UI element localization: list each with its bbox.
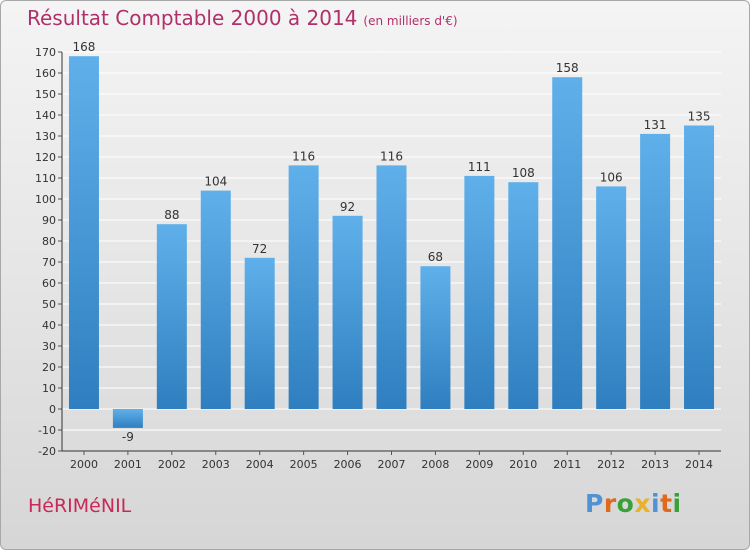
y-tick-label: 90 [42,214,56,227]
y-tick-label: 0 [49,403,56,416]
y-tick-label: 40 [42,319,56,332]
bar [640,133,671,409]
x-tick-label: 2004 [246,458,274,471]
bar [332,215,363,409]
y-tick-label: 160 [35,67,56,80]
y-tick-label: 80 [42,235,56,248]
data-label: 108 [512,166,535,180]
y-tick-label: 120 [35,151,56,164]
bar [684,125,715,409]
x-tick-label: 2011 [553,458,581,471]
y-tick-label: 130 [35,130,56,143]
data-label: 158 [556,61,579,75]
x-tick-label: 2000 [70,458,98,471]
bar [596,186,627,409]
bar [552,77,583,409]
data-label: -9 [122,430,134,444]
logo-letter: o [616,489,635,518]
x-tick-label: 2005 [290,458,318,471]
data-label: 104 [204,175,227,189]
y-tick-label: 30 [42,340,56,353]
y-tick-label: 60 [42,277,56,290]
chart-title-block: Résultat Comptable 2000 à 2014 (en millie… [27,6,458,30]
data-label: 92 [340,200,355,214]
data-label: 168 [73,40,96,54]
x-tick-label: 2001 [114,458,142,471]
x-tick-label: 2014 [685,458,713,471]
y-tick-label: 70 [42,256,56,269]
x-tick-label: 2006 [334,458,362,471]
logo-letter: r [603,489,617,518]
y-tick-label: -10 [38,424,56,437]
data-label: 72 [252,242,267,256]
x-tick-label: 2009 [465,458,493,471]
logo-letter: i [651,489,661,518]
data-label: 135 [688,110,711,124]
proxiti-logo: Proxiti [585,489,682,518]
x-tick-label: 2008 [421,458,449,471]
x-tick-label: 2007 [378,458,406,471]
bar [112,409,143,428]
logo-letter: x [634,489,651,518]
y-tick-label: -20 [38,445,56,458]
data-label: 116 [292,149,315,163]
chart-title: Résultat Comptable 2000 à 2014 [27,6,358,30]
x-tick-label: 2012 [597,458,625,471]
logo-letter: P [585,489,604,518]
logo-letter: i [672,489,682,518]
bar [376,165,407,409]
y-tick-label: 20 [42,361,56,374]
bar [244,257,275,409]
data-label: 116 [380,149,403,163]
data-label: 106 [600,170,623,184]
bar [200,190,231,409]
y-tick-label: 10 [42,382,56,395]
town-name: HéRIMéNIL [28,495,132,517]
y-tick-label: 170 [35,46,56,59]
x-tick-label: 2013 [641,458,669,471]
y-tick-label: 100 [35,193,56,206]
y-tick-label: 50 [42,298,56,311]
y-tick-label: 140 [35,109,56,122]
y-tick-label: 150 [35,88,56,101]
chart-subtitle: (en milliers d'€) [363,14,458,28]
bar [464,175,495,409]
x-tick-label: 2002 [158,458,186,471]
bar [288,165,319,409]
bar [156,224,187,409]
data-label: 111 [468,160,491,174]
logo-letter: t [660,489,673,518]
bar [508,182,539,409]
x-tick-label: 2003 [202,458,230,471]
bar [68,56,99,409]
x-tick-label: 2010 [509,458,537,471]
bar [420,266,451,409]
data-label: 131 [644,118,667,132]
data-label: 68 [428,250,443,264]
y-tick-label: 110 [35,172,56,185]
data-label: 88 [164,208,179,222]
